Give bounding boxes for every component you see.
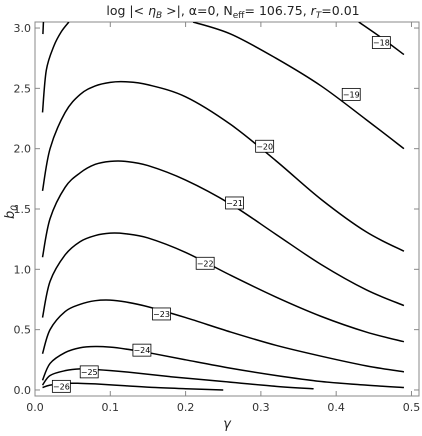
x-axis-ticks: 0.0 0.1 0.2 0.3 0.4 0.5 [26,22,420,414]
contour-label-box [152,307,171,321]
title-neff-sub: eff [233,11,246,21]
contour-line [41,232,405,343]
contour-label: −18 [373,39,390,48]
contour-lines [41,22,405,391]
title-middle: >|, α=0, N [162,3,233,18]
y-tick-label: 0.5 [14,324,32,337]
contour-label-box [195,256,215,270]
contour-label-box [225,196,244,210]
x-tick-label: 0.5 [403,401,421,414]
contour-label: −25 [81,368,98,377]
contour-line [192,22,405,150]
chart-title: log |< ηB >|, α=0, Neff= 106.75, rT=0.01 [106,3,359,21]
y-tick-label: 0.0 [14,384,32,397]
y-axis-label-sub: 0 [10,205,20,211]
y-tick-label: 2.0 [14,143,32,156]
title-eta: η [148,3,156,18]
y-tick-label: 1.0 [14,263,32,276]
y-axis-label-main: b [3,211,18,219]
contour-line [41,22,70,113]
contour-label: −20 [256,142,273,151]
title-r-val: =0.01 [321,3,359,18]
contour-labels: −26 −25 −24 −23 −22 −21 −20 −19 −18 [51,36,391,393]
y-axis-label: b0 [3,205,20,219]
title-prefix: log |< [106,3,148,18]
contour-line [41,80,405,252]
title-r: r [311,3,317,18]
x-axis-label: γ [223,417,232,432]
contour-label-box [255,139,275,153]
contour-label: −22 [197,259,214,268]
x-tick-label: 0.2 [177,401,195,414]
y-tick-label: 1.5 [14,203,32,216]
x-tick-label: 0.3 [252,401,270,414]
title-r-sub: T [316,11,323,21]
contour-line [41,368,314,390]
contour-label-box [79,365,99,379]
contour-label-box [51,379,71,393]
x-tick-label: 0.0 [26,401,44,414]
x-tick-label: 0.4 [327,401,345,414]
title-eta-sub: B [156,11,162,21]
y-tick-label: 3.0 [14,22,32,35]
contour-label-box [341,87,361,101]
contour-line [41,160,405,307]
contour-label: −26 [53,382,70,391]
contour-label: −21 [226,199,243,208]
y-axis-ticks: 0.0 0.5 1.0 1.5 2.0 2.5 3.0 [14,22,419,397]
x-tick-label: 0.1 [102,401,120,414]
contour-label: −19 [343,90,360,99]
contour-label-box [132,343,152,357]
contour-line [41,299,405,373]
title-neff-val: = 106.75, [245,3,311,18]
contour-line [42,22,45,35]
contour-label: −23 [153,310,170,319]
y-tick-label: 2.5 [14,82,32,95]
contour-label: −24 [133,346,150,355]
contour-label-box [371,36,391,49]
